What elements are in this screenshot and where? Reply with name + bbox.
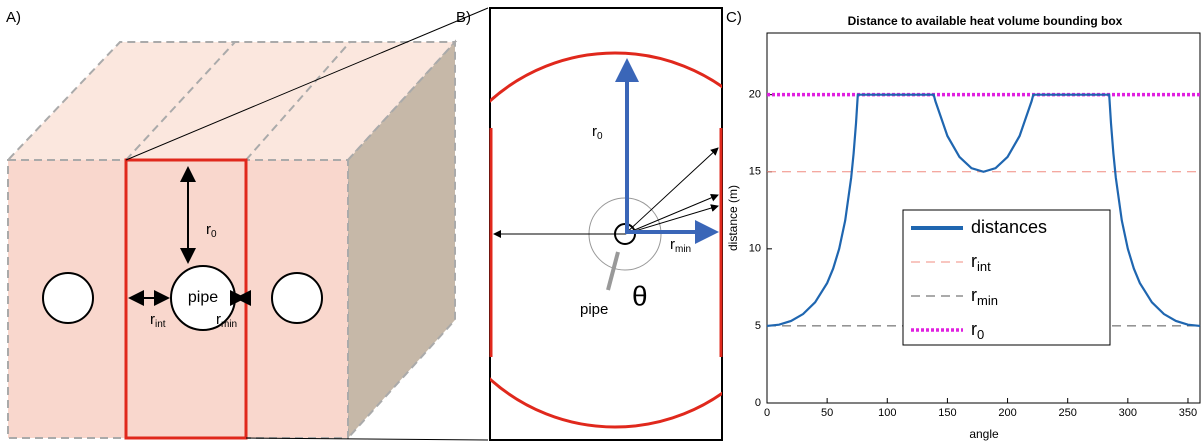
theta-label: θ xyxy=(632,280,648,311)
y-tick-label: 20 xyxy=(749,89,761,101)
pipe-circle xyxy=(272,273,322,323)
panel-label: A) xyxy=(6,9,21,26)
pipe-label: pipe xyxy=(188,289,218,306)
legend-sub: int xyxy=(977,259,991,274)
x-tick-label: 350 xyxy=(1179,407,1197,419)
cell-box xyxy=(490,8,722,440)
pipe-circle xyxy=(43,273,93,323)
panel-b: B) r0 rmin pipe θ xyxy=(428,8,802,440)
x-axis-label: angle xyxy=(969,427,999,441)
legend-label: distances xyxy=(971,217,1047,237)
x-tick-label: 50 xyxy=(821,407,833,419)
x-tick-label: 0 xyxy=(764,407,770,419)
chart-title: Distance to available heat volume boundi… xyxy=(848,14,1123,28)
pipe-label: pipe xyxy=(580,301,608,318)
y-axis-label: distance (m) xyxy=(726,185,740,251)
x-tick-label: 250 xyxy=(1059,407,1077,419)
y-tick-label: 0 xyxy=(755,397,761,409)
y-tick-label: 5 xyxy=(755,320,761,332)
x-tick-label: 200 xyxy=(998,407,1016,419)
x-tick-label: 300 xyxy=(1119,407,1137,419)
x-tick-label: 150 xyxy=(938,407,956,419)
x-tick-label: 100 xyxy=(878,407,896,419)
chart: C) Distance to available heat volume bou… xyxy=(726,9,1200,441)
legend-text: distances xyxy=(971,217,1047,237)
panel-label: B) xyxy=(456,9,471,26)
panel-label: C) xyxy=(726,9,742,26)
legend-sub: 0 xyxy=(977,327,984,342)
panel-a: A) pipe r0 rint rmin xyxy=(6,8,488,440)
legend-sub: min xyxy=(977,293,998,308)
y-tick-label: 10 xyxy=(749,243,761,255)
y-tick-label: 15 xyxy=(749,166,761,178)
figure: A) pipe r0 rint rmin B) r0 rmin pipe θ C… xyxy=(0,0,1202,443)
